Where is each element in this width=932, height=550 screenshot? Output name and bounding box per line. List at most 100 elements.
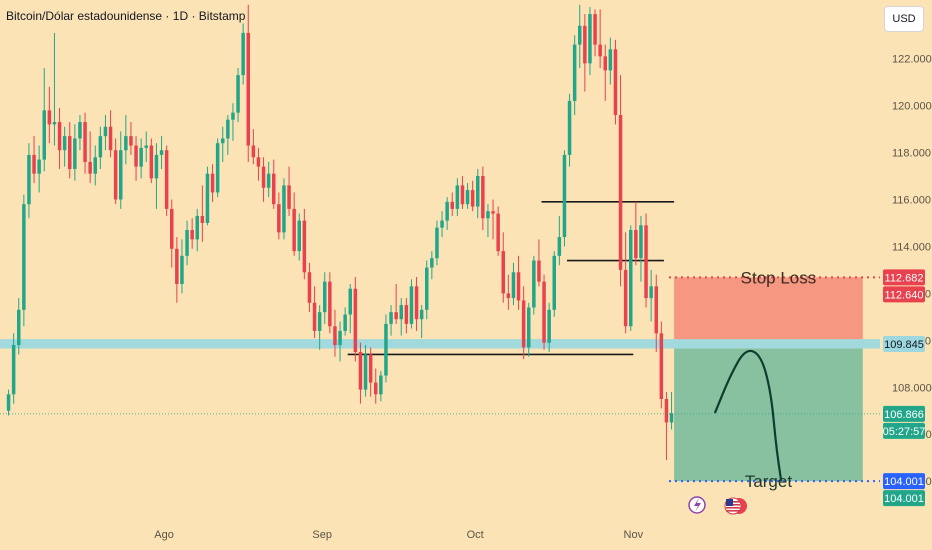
candle-body [333, 326, 337, 346]
entry-zone-band [0, 339, 880, 349]
projected-path-curve[interactable] [713, 349, 783, 482]
y-tick-label: 114.000 [892, 241, 931, 253]
candle-body [430, 258, 434, 268]
candle-body [389, 312, 393, 324]
candle-body [481, 176, 485, 219]
candle [180, 239, 184, 294]
candle [62, 126, 67, 167]
candle [348, 283, 352, 334]
candle-body [287, 185, 291, 209]
candle [532, 255, 536, 315]
candle-body [124, 136, 128, 151]
candle [419, 305, 424, 338]
candle-body [328, 281, 332, 327]
price-label-tag [883, 335, 925, 352]
candle [17, 298, 21, 355]
target-zone[interactable] [674, 348, 863, 482]
candle [73, 124, 77, 181]
candle [537, 239, 541, 287]
candle [251, 129, 256, 165]
candle [445, 197, 449, 231]
x-tick-label: Ago [154, 529, 174, 541]
candle-body [68, 136, 72, 169]
candle [42, 68, 46, 172]
candle [236, 68, 240, 123]
candle-body [113, 150, 118, 200]
candle-body [608, 49, 613, 71]
candle [409, 279, 414, 329]
candle [608, 37, 613, 85]
candle-body [588, 14, 592, 64]
candle-body [241, 32, 245, 76]
candle-body [108, 126, 113, 151]
candle [598, 9, 602, 69]
candle-body [491, 211, 495, 214]
candle-body [414, 286, 419, 320]
candle-body [613, 49, 618, 116]
candle [11, 333, 16, 404]
candle [83, 112, 87, 174]
candle-body [338, 330, 342, 346]
candle-body [83, 122, 87, 162]
candle-body [409, 286, 414, 324]
candle-body [511, 272, 516, 299]
candle-body [180, 255, 184, 284]
price-label-tag [883, 422, 925, 439]
candle-body [669, 413, 674, 423]
us-flag-event-icon[interactable] [724, 497, 747, 515]
candle-body [210, 173, 215, 193]
y-tick-label: 122.000 [892, 54, 932, 66]
candle [119, 131, 123, 209]
candle-body [144, 145, 148, 148]
currency-selector[interactable]: USD [884, 6, 924, 32]
stop-loss-zone[interactable] [674, 277, 863, 340]
candle [572, 35, 577, 116]
candle-body [379, 375, 383, 395]
candle [476, 168, 480, 219]
candle-body [629, 230, 633, 327]
candle [297, 213, 301, 261]
chart-title: Bitcoin/Dólar estadounidense · 1D · Bits… [6, 9, 246, 23]
candle-body [317, 312, 322, 331]
candle [108, 110, 113, 158]
candle [588, 7, 592, 76]
candle [506, 274, 511, 310]
candle-body [562, 154, 567, 238]
candle [333, 309, 337, 357]
candle [552, 251, 556, 317]
candle-body [73, 138, 77, 169]
candle [491, 199, 495, 240]
candle-body [292, 208, 296, 252]
price-label-tag [883, 490, 925, 507]
candle [47, 86, 52, 144]
candle-body [399, 305, 403, 320]
candle-body [496, 213, 500, 252]
candle [547, 302, 551, 353]
candle-body [236, 75, 240, 113]
candle [394, 283, 398, 324]
candle-body [129, 136, 133, 146]
candle-body [542, 281, 546, 343]
candle [583, 14, 587, 92]
lightning-event-icon[interactable] [688, 496, 706, 514]
candle [164, 145, 169, 216]
candle [486, 204, 490, 238]
y-tick-label: 108.000 [892, 382, 932, 394]
candle [399, 298, 403, 336]
candle-body [256, 157, 261, 167]
candle-body [47, 110, 52, 125]
candle-body [419, 309, 424, 320]
price-label-text: 104.001 [884, 493, 924, 505]
candle [241, 23, 245, 85]
price-label-tag [883, 405, 925, 422]
candle-body [506, 293, 511, 299]
candle-body [394, 312, 398, 320]
candle [358, 342, 363, 404]
candle [195, 208, 199, 252]
candle-body [205, 173, 210, 223]
candle-body [476, 176, 480, 207]
candle [68, 122, 72, 179]
candle [37, 145, 41, 193]
candle-body [440, 220, 444, 228]
